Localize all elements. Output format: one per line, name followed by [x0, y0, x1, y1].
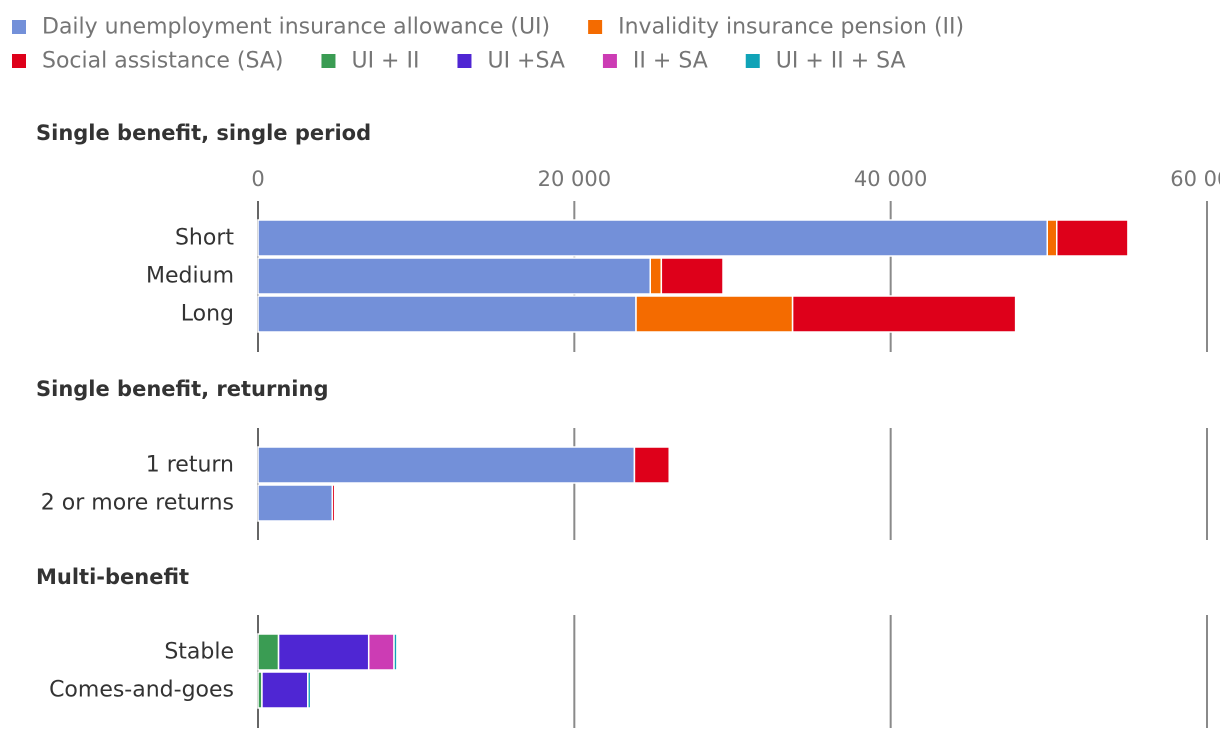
bar-short-ii — [1046, 219, 1058, 257]
bar-comes-and-goes-ui-ii-sa — [307, 671, 312, 709]
legend-swatch-ii — [588, 20, 603, 34]
bar-comes-and-goes-ui-sa — [261, 671, 309, 709]
bar-medium-ii — [649, 257, 663, 295]
category-label-2-or-more-returns: 2 or more returns — [41, 491, 234, 516]
x-tick-label-60-000: 60 000 — [1170, 167, 1220, 191]
legend-label-ui: Daily unemployment insurance allowance (… — [42, 15, 550, 40]
legend-label-ui-ii-sa: UI + II + SA — [776, 49, 906, 74]
bar-short-ui — [257, 219, 1049, 257]
bar-medium-ui — [257, 257, 652, 295]
x-tick-label-0: 0 — [251, 167, 264, 191]
bar-1-return-ui — [257, 446, 636, 484]
panel-single-benefit-returning: Single benefit, returning 1 return 2 or mo… — [36, 377, 1208, 540]
category-label-long: Long — [181, 302, 234, 327]
legend-swatch-ii-sa — [602, 54, 617, 68]
panel-title: Single benefit, returning — [36, 377, 329, 401]
bar-long-ii — [635, 295, 794, 333]
category-label-comes-and-goes: Comes-and-goes — [49, 678, 234, 703]
legend-swatch-ui-sa — [457, 54, 472, 68]
legend-swatch-ui — [12, 20, 26, 34]
bar-stable-ui-sa — [277, 633, 370, 671]
x-tick-label-40-000: 40 000 — [854, 167, 927, 191]
panel-title: Multi-benefit — [36, 565, 189, 589]
legend-label-ui-sa: UI +SA — [487, 49, 564, 74]
legend: Daily unemployment insurance allowance (… — [12, 15, 964, 74]
legend-label-sa: Social assistance (SA) — [42, 49, 283, 74]
bar-long-sa — [791, 295, 1017, 333]
legend-label-ui-ii: UI + II — [351, 49, 419, 74]
x-tick-label-20-000: 20 000 — [538, 167, 611, 191]
legend-label-ii: Invalidity insurance pension (II) — [618, 15, 964, 40]
legend-swatch-ui-ii — [321, 54, 336, 68]
panel-single-benefit-single-period: Single benefit, single period 0 20 000 40 0… — [36, 121, 1220, 352]
bar-long-ui — [257, 295, 637, 333]
category-label-medium: Medium — [146, 264, 234, 289]
bar-short-sa — [1055, 219, 1129, 257]
bar-stable-ui-ii-sa — [393, 633, 398, 671]
bar-2-or-more-returns-ui — [257, 484, 334, 522]
category-label-stable: Stable — [164, 640, 234, 665]
plot-area: Single benefit, single period 0 20 000 40 0… — [36, 121, 1220, 728]
bar-stable-ui-ii — [257, 633, 280, 671]
panel-title: Single benefit, single period — [36, 121, 371, 145]
bar-2-or-more-returns-sa — [331, 484, 336, 522]
legend-label-ii-sa: II + SA — [633, 49, 708, 74]
bar-medium-sa — [660, 257, 724, 295]
legend-swatch-ui-ii-sa — [745, 54, 760, 68]
bar-stable-ii-sa — [367, 633, 395, 671]
category-label-short: Short — [175, 226, 234, 251]
bar-1-return-sa — [633, 446, 670, 484]
panel-multi-benefit: Multi-benefit Stable Comes-and-goes — [36, 565, 1208, 728]
legend-swatch-sa — [12, 54, 26, 68]
category-label-1-return: 1 return — [146, 453, 234, 478]
